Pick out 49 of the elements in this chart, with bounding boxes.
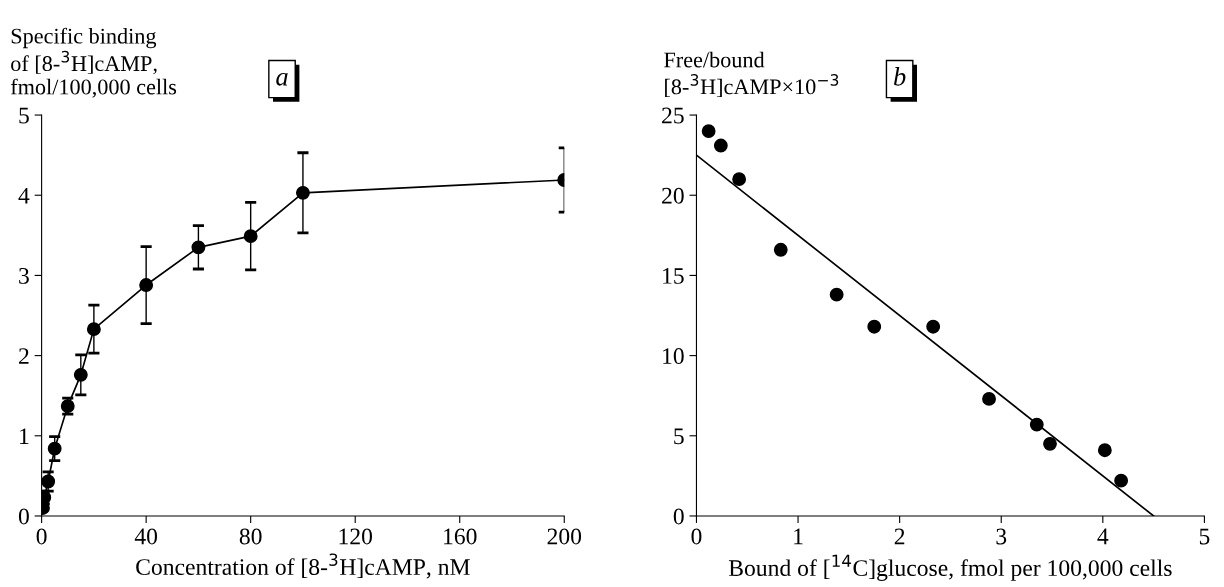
y-tick-label: 5 bbox=[19, 107, 29, 124]
y-tick-label: 20 bbox=[662, 187, 684, 204]
x-tick-label: 0 bbox=[691, 528, 702, 545]
y-tick-label: 5 bbox=[674, 428, 684, 445]
x-tick-label: 200 bbox=[547, 528, 582, 545]
x-tick-label: 120 bbox=[339, 528, 373, 545]
point bbox=[867, 319, 882, 334]
x-tick-label: 1 bbox=[794, 528, 803, 545]
point bbox=[41, 474, 56, 489]
point bbox=[926, 319, 941, 334]
point bbox=[243, 229, 258, 244]
x-axis-title: Bound of [$^{14}$C]glucose, fmol per 100,000 cells bbox=[728, 554, 1172, 581]
y-tick-label: 0 bbox=[673, 508, 684, 525]
point bbox=[713, 138, 728, 153]
x-tick-label: 0 bbox=[36, 528, 47, 545]
point bbox=[73, 367, 88, 382]
y-tick-label: 15 bbox=[663, 268, 684, 284]
point bbox=[1043, 436, 1057, 451]
x-tick-label: 3 bbox=[996, 528, 1007, 545]
y-tick-label: 1 bbox=[20, 428, 29, 444]
point bbox=[139, 278, 154, 292]
text: b bbox=[894, 67, 906, 86]
y-axis-title: Free/bound [8-$^{3}$H]cAMP×10$^{−3}$ bbox=[664, 51, 839, 98]
y-tick-label: 4 bbox=[18, 187, 30, 204]
point bbox=[732, 172, 747, 187]
y-tick-label: 10 bbox=[663, 348, 684, 365]
point bbox=[295, 185, 310, 200]
y-tick-label: 3 bbox=[19, 267, 29, 284]
point bbox=[829, 287, 844, 302]
y-axis-title: Specific binding of [8-$^{3}$H]cAMP, fmol/100,000 cells bbox=[10, 27, 177, 98]
point bbox=[47, 441, 62, 456]
text: a bbox=[276, 72, 288, 86]
x-tick-label: 4 bbox=[1097, 528, 1109, 545]
x-tick-label: 160 bbox=[444, 528, 477, 545]
y-tick-label: 25 bbox=[662, 107, 684, 124]
x-tick-label: 5 bbox=[1199, 528, 1210, 545]
point bbox=[773, 242, 788, 257]
point bbox=[1097, 443, 1112, 458]
point bbox=[191, 240, 206, 255]
point bbox=[701, 124, 716, 138]
point bbox=[86, 322, 101, 337]
x-tick-label: 40 bbox=[134, 528, 158, 545]
y-tick-label: 2 bbox=[19, 348, 29, 364]
x-tick-label: 80 bbox=[239, 528, 262, 545]
y-tick-label: 0 bbox=[18, 508, 29, 525]
x-axis-title: Concentration of [8-$^{3}$H]cAMP, nM bbox=[136, 553, 470, 579]
point bbox=[1114, 473, 1129, 488]
point bbox=[982, 391, 996, 406]
x-tick-label: 2 bbox=[894, 528, 905, 545]
